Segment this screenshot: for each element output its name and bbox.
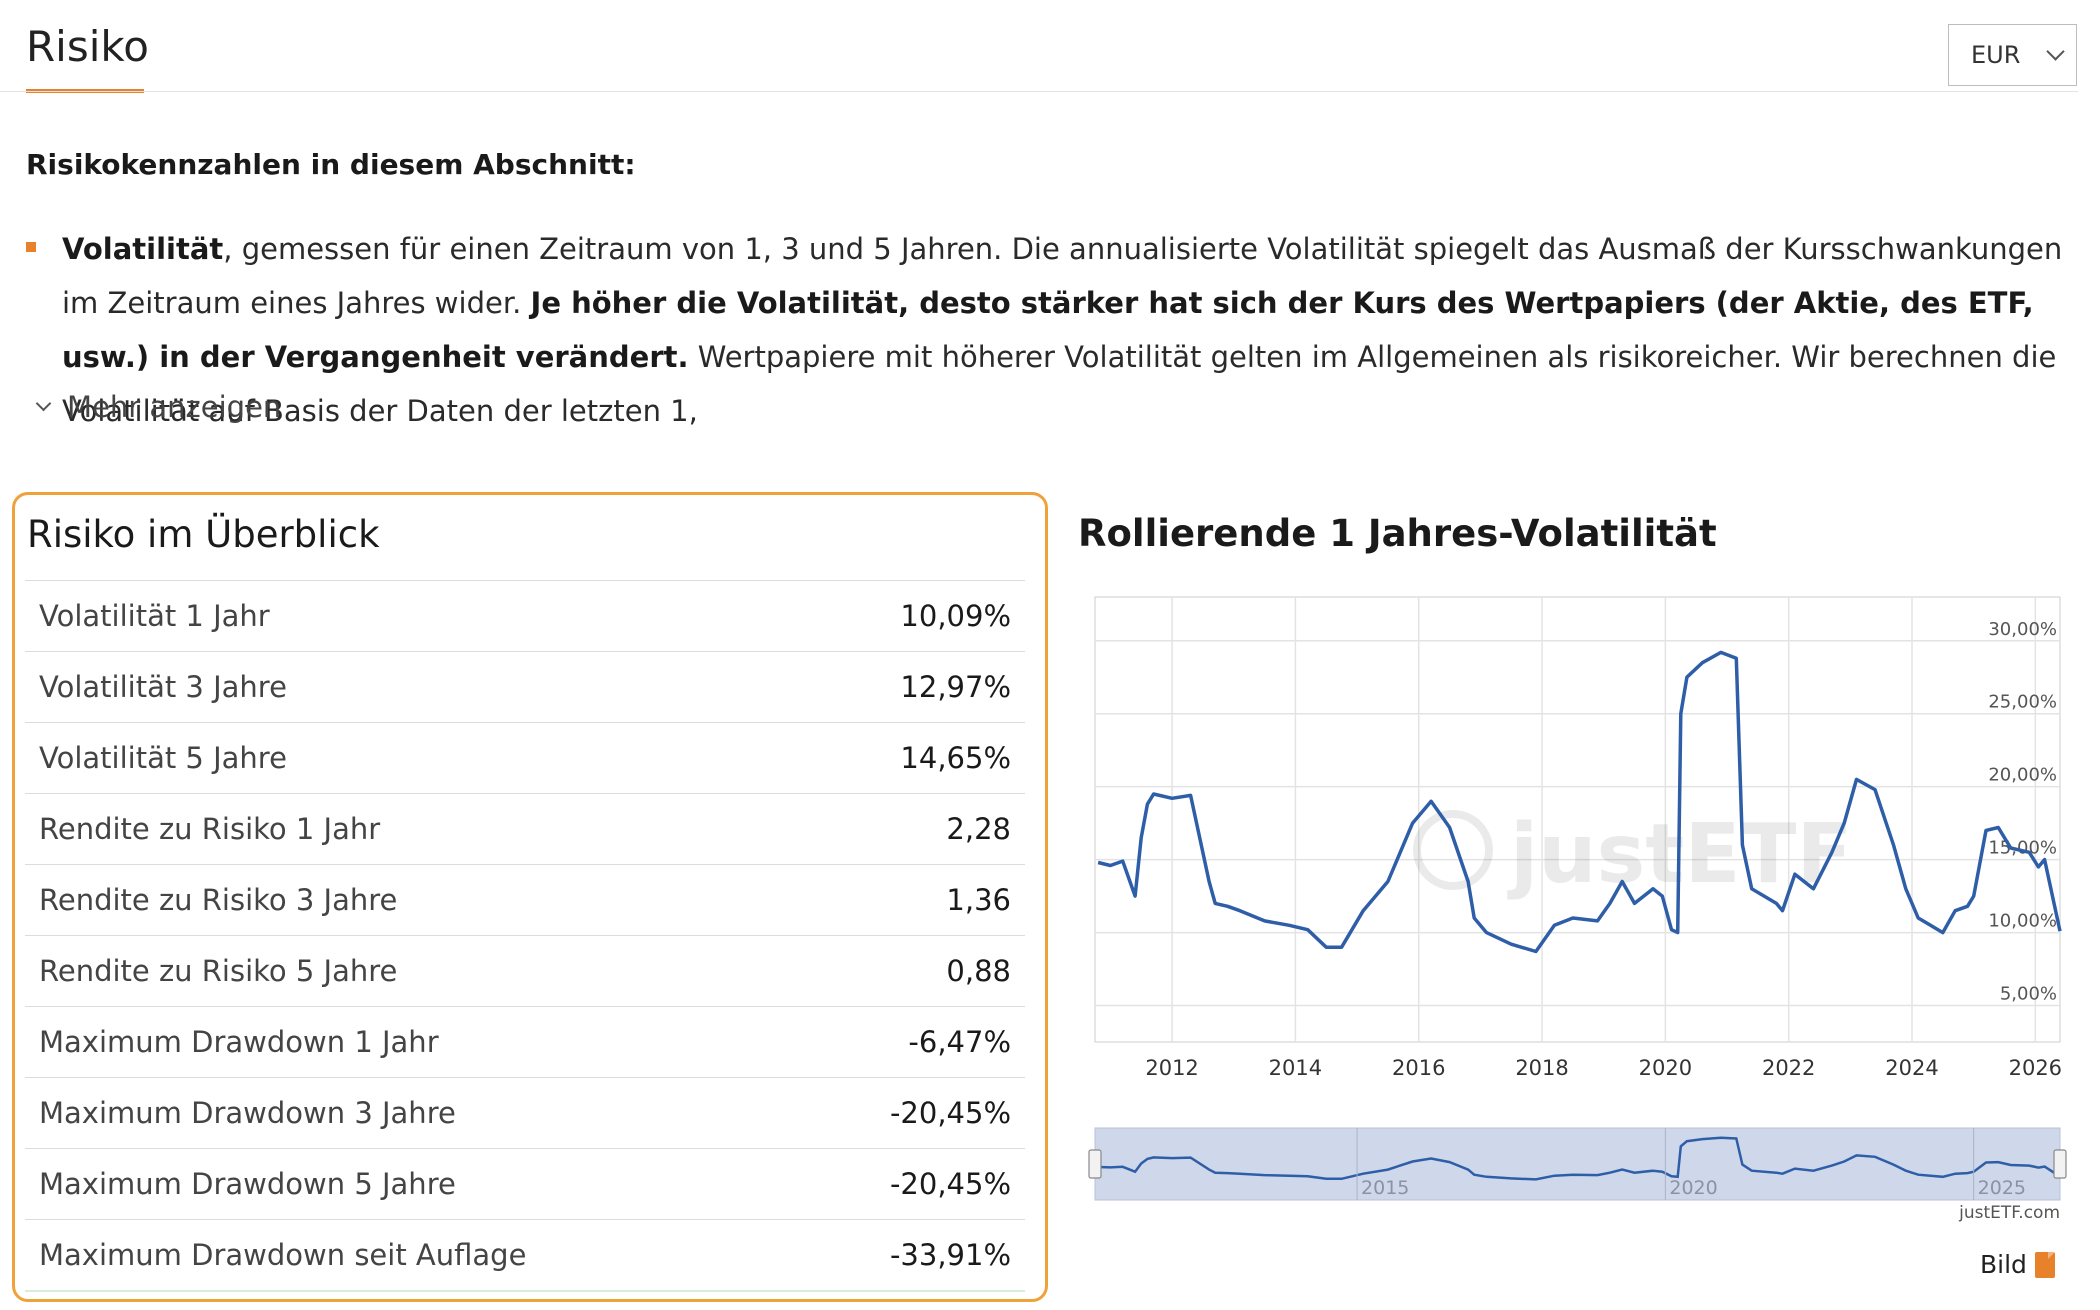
- bold-statement: Je höher die Volatilität, desto stärker …: [62, 286, 2034, 374]
- table-row: Maximum Drawdown 3 Jahre -20,45%: [25, 1077, 1025, 1149]
- series-line: [1097, 650, 2062, 954]
- bullet-icon: [26, 242, 36, 252]
- show-more-label: Mehr anzeigen: [67, 390, 282, 424]
- metric-value: 10,09%: [900, 599, 1011, 633]
- plot-area: [1094, 596, 2061, 1043]
- header-divider: [0, 91, 2078, 92]
- y-tick-label: 5,00%: [2000, 984, 2057, 1005]
- y-tick-label: 15,00%: [1988, 838, 2057, 859]
- metric-value: -33,91%: [889, 1237, 1011, 1272]
- image-export-label: Bild: [1980, 1250, 2027, 1279]
- table-row: Volatilität 3 Jahre 12,97%: [25, 651, 1025, 723]
- navigator-label: 2020: [1669, 1177, 1717, 1199]
- table-row: Maximum Drawdown seit Auflage -33,91%: [25, 1219, 1025, 1291]
- metric-value: 0,88: [946, 954, 1011, 988]
- metric-value: -20,45%: [889, 1167, 1011, 1201]
- watermark-logo-icon: [1413, 810, 1493, 890]
- navigator-label: 2025: [1978, 1177, 2026, 1199]
- y-tick-label: 20,00%: [1988, 765, 2057, 786]
- metric-value: -6,47%: [908, 1025, 1011, 1059]
- overview-title: Risiko im Überblick: [27, 513, 380, 556]
- navigator-label: 2015: [1361, 1177, 1409, 1199]
- metric-value: 12,97%: [900, 670, 1011, 704]
- metric-label: Rendite zu Risiko 3 Jahre: [39, 883, 398, 917]
- x-tick-label: 2014: [1269, 1056, 1322, 1080]
- page-title: Risiko: [26, 22, 149, 71]
- description-part: Wertpapiere mit höherer Volatilität gelt…: [62, 340, 2057, 428]
- currency-value: EUR: [1971, 41, 2021, 69]
- table-row: Maximum Drawdown 1 Jahr -6,47%: [25, 1006, 1025, 1078]
- navigator-range: [1094, 1127, 2061, 1201]
- table-row: Rendite zu Risiko 1 Jahr 2,28: [25, 793, 1025, 865]
- metric-label: Maximum Drawdown 5 Jahre: [39, 1167, 456, 1201]
- metric-value: 2,28: [946, 812, 1011, 846]
- file-icon: [2034, 1251, 2055, 1278]
- metric-label: Volatilität 5 Jahre: [39, 741, 287, 775]
- table-row: Volatilität 1 Jahr 10,09%: [25, 580, 1025, 652]
- y-tick-label: 10,00%: [1988, 911, 2057, 932]
- table-row: Rendite zu Risiko 5 Jahre 0,88: [25, 935, 1025, 1007]
- section-heading: Risikokennzahlen in diesem Abschnitt:: [26, 148, 636, 181]
- metric-value: 1,36: [946, 883, 1011, 917]
- x-tick-label: 2026: [2009, 1056, 2062, 1080]
- metric-value: 14,65%: [900, 741, 1011, 775]
- navigator-line: [1098, 1136, 2061, 1181]
- chart-credit: justETF.com: [1958, 1203, 2060, 1223]
- x-tick-label: 2022: [1762, 1056, 1815, 1080]
- table-row: Volatilität 5 Jahre 14,65%: [25, 722, 1025, 794]
- metric-label: Maximum Drawdown seit Auflage: [39, 1237, 527, 1272]
- risk-overview-card: Risiko im Überblick Volatilität 1 Jahr 10…: [12, 492, 1048, 1302]
- metric-value: -20,45%: [889, 1096, 1011, 1130]
- navigator-handle[interactable]: [2053, 1149, 2067, 1179]
- table-row: Rendite zu Risiko 3 Jahre 1,36: [25, 864, 1025, 936]
- bold-term: Volatilität: [62, 232, 224, 266]
- metric-label: Rendite zu Risiko 1 Jahr: [39, 812, 381, 846]
- description-part: , gemessen für einen Zeitraum von 1, 3 u…: [62, 232, 2063, 320]
- chart-title: Rollierende 1 Jahres-Volatilität: [1078, 512, 1717, 555]
- metric-label: Volatilität 1 Jahr: [39, 599, 270, 633]
- metric-label: Maximum Drawdown 3 Jahre: [39, 1096, 456, 1130]
- metric-label: Maximum Drawdown 1 Jahr: [39, 1025, 439, 1059]
- y-tick-label: 30,00%: [1988, 619, 2057, 640]
- risk-table: Volatilität 1 Jahr 10,09% Volatilität 3 Ja…: [25, 580, 1025, 1292]
- x-tick-label: 2016: [1392, 1056, 1445, 1080]
- description-text: Volatilität, gemessen für einen Zeitraum…: [62, 222, 2100, 438]
- x-tick-label: 2024: [1885, 1056, 1938, 1080]
- metric-label: Rendite zu Risiko 5 Jahre: [39, 954, 398, 988]
- show-more-link[interactable]: Mehr anzeigen: [32, 390, 281, 424]
- page-header: Risiko EUR: [0, 0, 2100, 93]
- currency-select[interactable]: EUR: [1948, 24, 2077, 86]
- x-tick-label: 2012: [1145, 1056, 1198, 1080]
- y-tick-label: 25,00%: [1988, 692, 2057, 713]
- x-tick-label: 2018: [1515, 1056, 1568, 1080]
- table-row: Maximum Drawdown 5 Jahre -20,45%: [25, 1148, 1025, 1220]
- navigator-handle[interactable]: [1088, 1149, 1102, 1179]
- x-tick-label: 2020: [1639, 1056, 1692, 1080]
- metric-label: Volatilität 3 Jahre: [39, 670, 287, 704]
- image-export-button[interactable]: Bild: [1980, 1250, 2055, 1279]
